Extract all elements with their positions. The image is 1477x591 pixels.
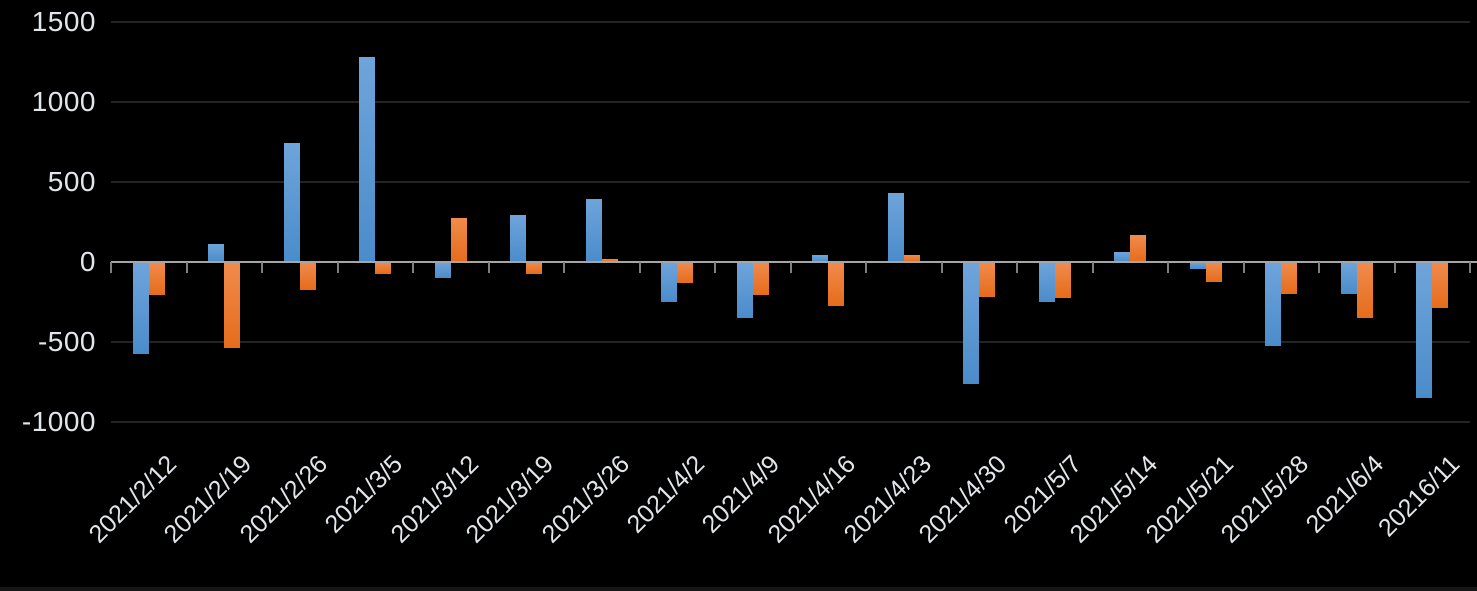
bar-blue-9: [812, 254, 829, 262]
y-axis-label-500: 500: [47, 165, 96, 197]
bar-blue-10: [887, 192, 904, 262]
bar-blue-1: [208, 244, 225, 262]
bar-blue-12: [1038, 261, 1055, 302]
bar-blue-15: [1265, 261, 1282, 347]
x-axis-tick-11: [940, 262, 943, 273]
x-axis-tick-3: [336, 262, 339, 273]
x-axis-tick-1: [185, 262, 188, 273]
bar-orange-6: [601, 259, 618, 262]
y-axis-label--1000: -1000: [21, 405, 96, 437]
bar-blue-3: [359, 56, 376, 262]
x-axis-tick-10: [865, 262, 867, 273]
gridline-1000: [111, 100, 1470, 103]
bar-orange-11: [979, 261, 996, 297]
screen-bottom-edge: [0, 587, 1477, 591]
bar-orange-13: [1130, 235, 1147, 262]
bar-orange-15: [1281, 261, 1298, 295]
bar-orange-17: [1432, 261, 1449, 309]
bar-orange-0: [148, 261, 165, 296]
bar-orange-4: [450, 217, 467, 262]
bar-blue-0: [132, 261, 149, 355]
bar-orange-1: [224, 261, 241, 349]
bar-blue-2: [283, 143, 300, 262]
x-axis-tick-6: [563, 262, 565, 273]
gridline-500: [111, 180, 1470, 183]
x-axis-tick-17: [1393, 262, 1396, 273]
x-axis-tick-16: [1318, 262, 1320, 273]
bar-orange-5: [526, 261, 543, 275]
bar-blue-7: [661, 261, 678, 303]
gridline--500: [111, 340, 1470, 343]
bar-orange-9: [828, 261, 845, 307]
x-axis-tick-14: [1167, 262, 1169, 273]
x-axis-tick-8: [714, 262, 716, 273]
x-axis-tick-7: [638, 262, 641, 273]
y-axis-label--500: -500: [37, 325, 96, 357]
bar-orange-2: [299, 261, 316, 290]
bar-blue-8: [736, 261, 753, 319]
bar-blue-13: [1114, 252, 1131, 262]
bar-orange-14: [1205, 261, 1222, 282]
bar-blue-4: [434, 261, 451, 278]
gridline--1000: [111, 420, 1470, 423]
bar-blue-6: [585, 198, 602, 262]
x-axis-tick-0: [110, 262, 112, 273]
y-axis-label-0: 0: [79, 245, 96, 277]
x-axis-tick-12: [1016, 262, 1018, 273]
x-axis-tick-5: [487, 262, 490, 273]
bar-orange-3: [375, 261, 392, 274]
x-axis-label-17: 20216/11: [1372, 450, 1466, 543]
y-axis-label-1500: 1500: [31, 5, 96, 37]
bar-blue-14: [1189, 261, 1206, 269]
x-axis-tick-9: [789, 262, 792, 273]
x-axis-label-7: 2021/4/2: [621, 450, 711, 539]
x-axis-tick-18: [1469, 262, 1471, 273]
gridline-1500: [111, 20, 1470, 23]
bar-blue-17: [1416, 261, 1433, 398]
x-axis-tick-2: [261, 262, 263, 273]
bar-blue-5: [510, 214, 527, 262]
bar-orange-12: [1054, 261, 1071, 298]
x-axis-tick-13: [1091, 262, 1094, 273]
x-axis-tick-15: [1242, 262, 1245, 273]
y-axis-label-1000: 1000: [31, 85, 96, 117]
bar-blue-11: [963, 261, 980, 385]
bar-orange-7: [677, 261, 694, 284]
x-axis-line: [111, 260, 1477, 263]
bar-orange-16: [1356, 261, 1373, 319]
bar-orange-8: [752, 261, 769, 296]
bar-orange-10: [903, 255, 920, 262]
bar-blue-16: [1340, 261, 1357, 295]
x-axis-tick-4: [412, 262, 414, 273]
